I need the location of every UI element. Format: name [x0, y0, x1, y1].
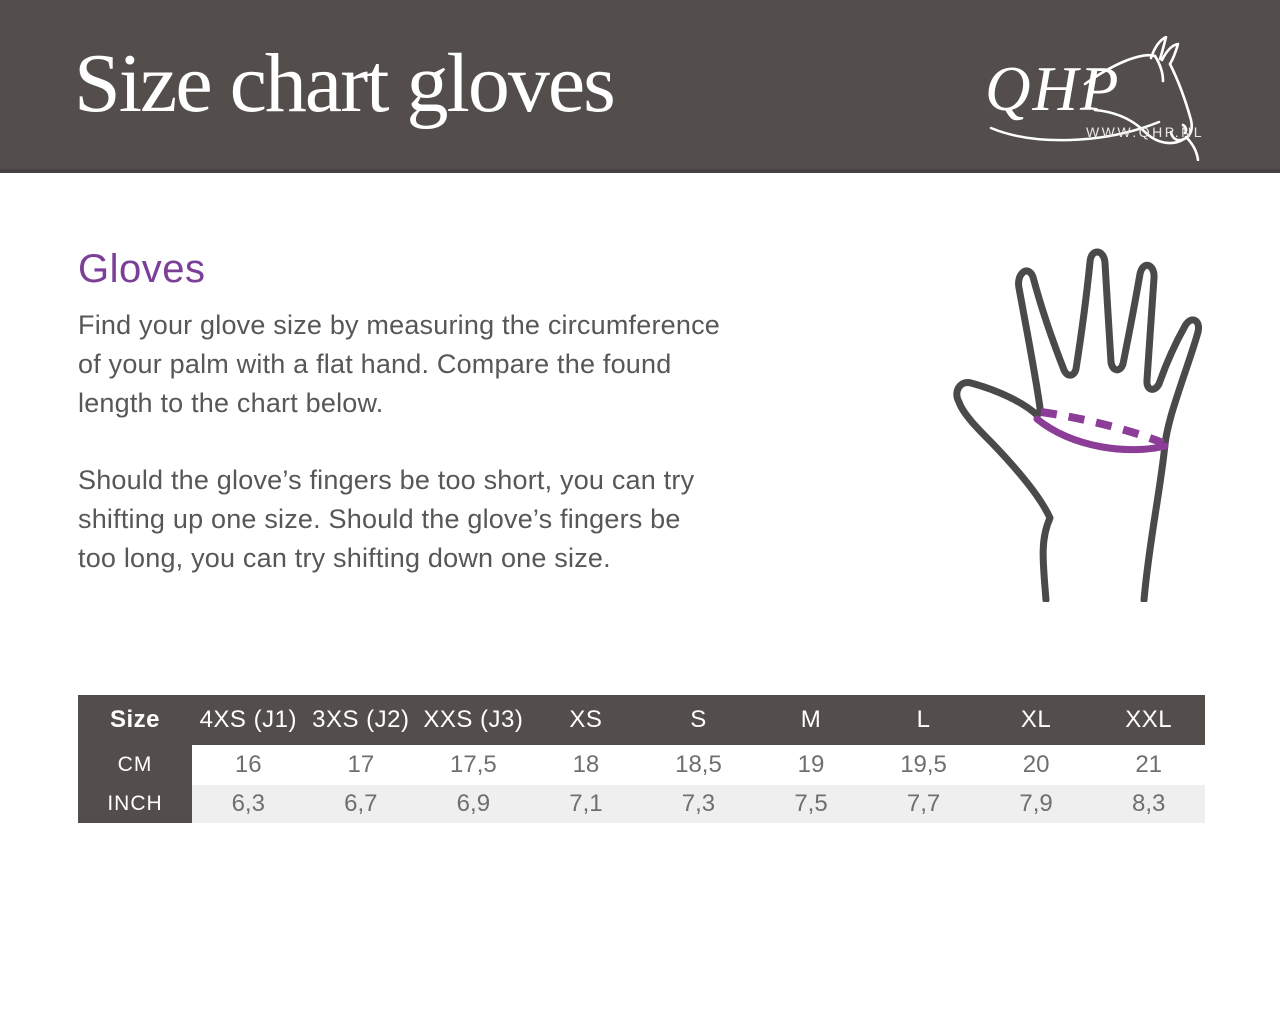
size-column-header: L	[867, 695, 980, 745]
size-value-cell: 7,7	[867, 785, 980, 823]
size-value-cell: 20	[979, 745, 1093, 785]
size-value-cell: 18	[529, 745, 643, 785]
size-value-cell: 7,5	[754, 785, 868, 823]
size-value-cell: 17	[304, 745, 418, 785]
size-value-cell: 19,5	[867, 745, 980, 785]
page-title: Size chart gloves	[74, 37, 616, 130]
size-value-cell: 6,9	[417, 785, 530, 823]
table-row: INCH 6,3 6,7 6,9 7,1 7,3 7,5 7,7 7,9 8,3	[78, 785, 1205, 823]
size-value-cell: 7,3	[642, 785, 755, 823]
size-value-cell: 18,5	[642, 745, 755, 785]
size-column-header: XS	[529, 695, 643, 745]
row-label: CM	[78, 745, 192, 785]
size-value-cell: 8,3	[1092, 785, 1205, 823]
size-table-head: Size 4XS (J1) 3XS (J2) XXS (J3) XS S M L XL XXL	[78, 695, 1205, 745]
size-column-header: 4XS (J1)	[192, 695, 305, 745]
size-value-cell: 7,9	[979, 785, 1093, 823]
size-corner-header: Size	[78, 695, 192, 745]
logo-swash-line	[989, 120, 1161, 142]
header-banner: Size chart gloves QHP WWW.QH	[0, 0, 1280, 173]
logo-website-url: WWW.QHP.NL	[1085, 124, 1205, 140]
table-row: CM 16 17 17,5 18 18,5 19 19,5 20 21	[78, 745, 1205, 785]
size-column-header: XL	[979, 695, 1093, 745]
section-heading: Gloves	[78, 247, 206, 291]
size-column-header: 3XS (J2)	[304, 695, 418, 745]
hand-measurement-icon	[953, 248, 1203, 602]
size-table: Size 4XS (J1) 3XS (J2) XXS (J3) XS S M L XL XXL …	[78, 695, 1205, 823]
horse-head-icon	[1083, 36, 1200, 161]
size-column-header: XXS (J3)	[417, 695, 530, 745]
size-table-header-row: Size 4XS (J1) 3XS (J2) XXS (J3) XS S M L XL XXL	[78, 695, 1205, 745]
size-value-cell: 21	[1092, 745, 1205, 785]
size-value-cell: 19	[754, 745, 868, 785]
intro-paragraph: Find your glove size by measuring the ci…	[78, 310, 720, 418]
size-column-header: S	[642, 695, 755, 745]
size-value-cell: 6,7	[304, 785, 418, 823]
size-value-cell: 16	[192, 745, 305, 785]
row-label: INCH	[78, 785, 192, 823]
size-column-header: M	[754, 695, 868, 745]
size-value-cell: 17,5	[417, 745, 530, 785]
size-value-cell: 6,3	[192, 785, 305, 823]
qhp-logo: QHP WWW.QHP.NL	[975, 36, 1225, 161]
size-value-cell: 7,1	[529, 785, 643, 823]
size-column-header: XXL	[1092, 695, 1205, 745]
tip-paragraph: Should the glove’s fingers be too short,…	[78, 465, 695, 573]
size-table-body: CM 16 17 17,5 18 18,5 19 19,5 20 21 INCH 6,3 6,7 6,9 7…	[78, 745, 1205, 823]
